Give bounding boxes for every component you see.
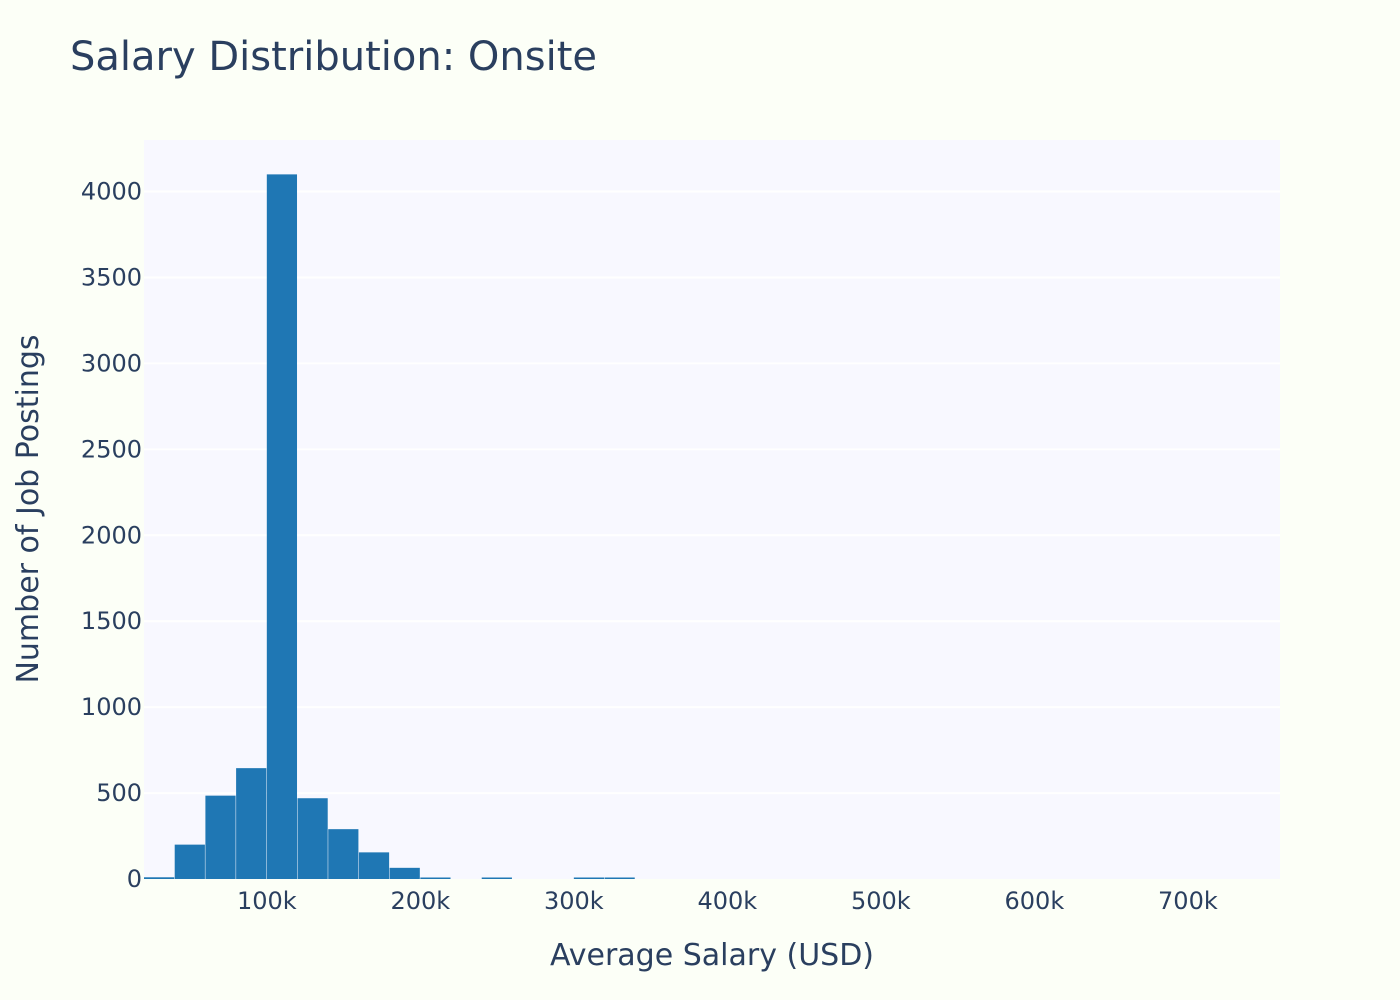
y-tick-label: 1000: [81, 693, 142, 721]
histogram-bar: [266, 174, 298, 880]
y-tick-label: 4000: [81, 178, 142, 206]
y-tick-label: 1500: [81, 607, 142, 635]
x-tick-label: 300k: [544, 887, 604, 915]
histogram-bar: [389, 867, 420, 879]
histogram-bar: [174, 844, 205, 879]
y-tick-label: 3000: [81, 349, 142, 377]
histogram-bar: [420, 877, 451, 879]
histogram-bar: [328, 829, 359, 879]
y-axis-title: Number of Job Postings: [11, 334, 46, 683]
x-axis-ticks: 100k 200k 300k 400k 500k 600k 700k: [237, 887, 1218, 915]
histogram-bar: [573, 877, 605, 879]
histogram-bar: [481, 877, 512, 879]
histogram-bar: [236, 768, 267, 879]
chart-title: Salary Distribution: Onsite: [70, 34, 597, 80]
histogram-bar: [604, 877, 635, 879]
histogram-bar: [358, 852, 390, 879]
y-tick-label: 2000: [81, 521, 142, 549]
bars: [144, 174, 635, 880]
y-tick-label: 2500: [81, 435, 142, 463]
x-tick-label: 100k: [237, 887, 297, 915]
x-tick-label: 500k: [851, 887, 911, 915]
y-tick-label: 3500: [81, 263, 142, 291]
y-tick-label: 500: [96, 779, 142, 807]
x-tick-label: 700k: [1158, 887, 1218, 915]
x-axis-title: Average Salary (USD): [550, 938, 874, 973]
plot-area: [144, 140, 1280, 879]
y-axis-ticks: 0 500 1000 1500 2000 2500 3000 3500 4000: [81, 178, 142, 893]
histogram-bar: [144, 877, 175, 879]
histogram-bar: [297, 798, 328, 879]
y-tick-label: 0: [127, 865, 142, 893]
x-tick-label: 200k: [390, 887, 450, 915]
histogram-bar: [205, 795, 236, 879]
x-tick-label: 400k: [697, 887, 757, 915]
gridlines: [144, 190, 1280, 795]
x-tick-label: 600k: [1005, 887, 1065, 915]
